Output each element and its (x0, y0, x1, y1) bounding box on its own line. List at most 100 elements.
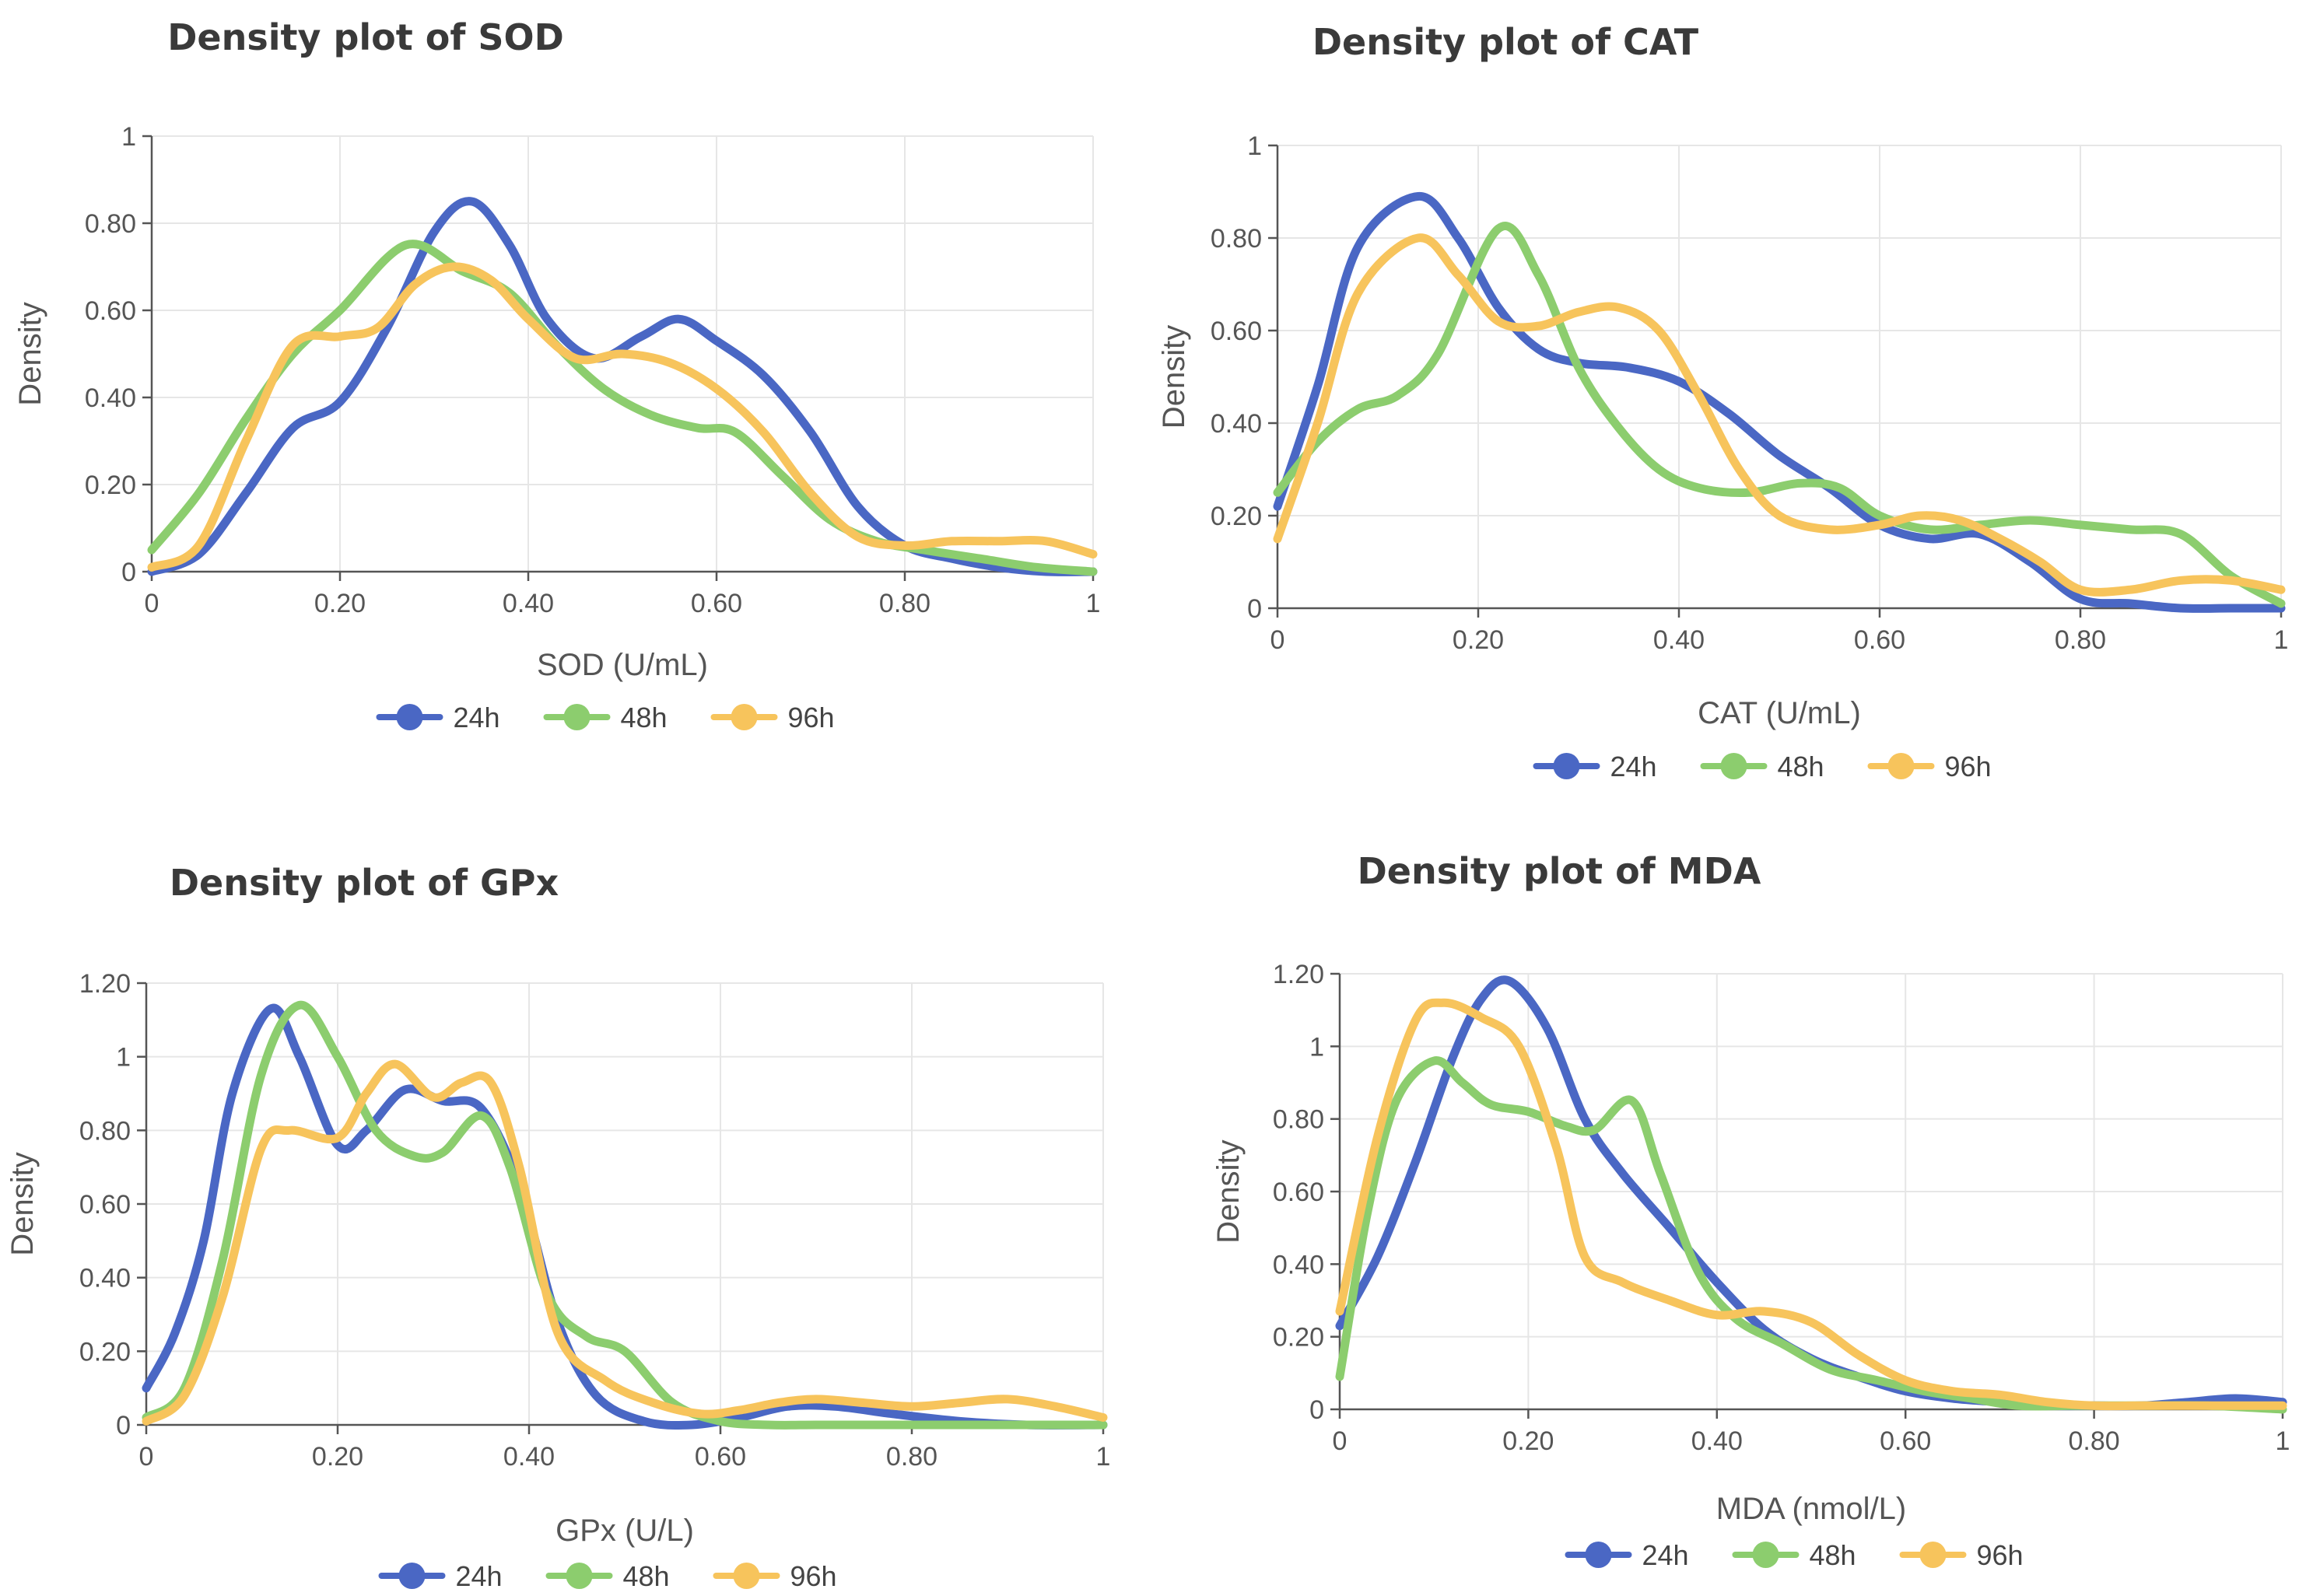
legend-label: 48h (621, 702, 668, 733)
legend-label: 96h (790, 1560, 837, 1592)
y-axis-title: Density (1211, 1139, 1246, 1243)
legend-item-24h[interactable]: 24h (378, 1560, 503, 1592)
x-tick-label: 0.40 (503, 589, 554, 618)
y-tick-label: 1 (1309, 1032, 1324, 1062)
y-tick-label: 0.80 (1273, 1105, 1324, 1135)
y-tick-label: 0.80 (79, 1116, 131, 1146)
x-tick-label: 0.40 (1653, 625, 1705, 655)
legend-item-96h[interactable]: 96h (1867, 751, 1992, 782)
x-tick-label: 1 (2276, 1426, 2290, 1456)
legend-item-48h[interactable]: 48h (1732, 1539, 1856, 1571)
x-tick-label: 1 (1096, 1442, 1111, 1472)
legend-label: 96h (788, 702, 835, 733)
y-axis-title: Density (1157, 325, 1191, 429)
legend-label: 24h (456, 1560, 503, 1592)
y-tick-label: 0.80 (1211, 224, 1262, 254)
legend-item-96h[interactable]: 96h (1899, 1539, 2024, 1571)
legend[interactable]: 24h 48h 96h (376, 702, 835, 733)
series-group (147, 197, 1098, 576)
legend-item-24h[interactable]: 24h (1565, 1539, 1689, 1571)
y-tick-label: 0 (1309, 1395, 1324, 1425)
legend-swatch-marker (396, 704, 423, 730)
chart-cat: Density plot of CAT 0 0.20 0.40 0.60 0.80 1 0 0.… (1157, 21, 2288, 782)
y-tick-label: 0.40 (85, 383, 136, 413)
series-line-24h (142, 1003, 1108, 1430)
x-tick-label: 0 (1270, 625, 1285, 655)
legend-swatch-marker (1752, 1542, 1779, 1568)
chart-title: Density plot of SOD (167, 16, 564, 58)
series-group (142, 1000, 1108, 1430)
x-tick-label: 0.80 (879, 589, 930, 618)
y-tick-label: 0.20 (1273, 1323, 1324, 1353)
chart-title: Density plot of MDA (1358, 850, 1761, 892)
legend-item-24h[interactable]: 24h (1533, 751, 1657, 782)
chart-title: Density plot of CAT (1312, 21, 1699, 63)
y-axis-title: Density (5, 1152, 40, 1255)
legend-label: 24h (1642, 1539, 1689, 1571)
legend-label: 96h (1977, 1539, 2024, 1571)
legend-item-24h[interactable]: 24h (376, 702, 500, 733)
legend-item-96h[interactable]: 96h (713, 1560, 837, 1592)
y-tick-label: 0.60 (85, 296, 136, 326)
x-tick-label: 0 (145, 589, 159, 618)
grid (1277, 145, 2282, 608)
series-line-96h (147, 262, 1098, 572)
x-tick-label: 0.80 (2055, 625, 2106, 655)
series-line-96h (142, 1059, 1108, 1426)
legend-swatch-marker (1720, 753, 1747, 779)
legend-item-48h[interactable]: 48h (543, 702, 668, 733)
x-tick-label: 0.20 (1453, 625, 1504, 655)
legend[interactable]: 24h 48h 96h (378, 1560, 837, 1592)
y-tick-label: 0 (121, 558, 136, 587)
legend-swatch-marker (398, 1563, 426, 1589)
x-axis-title: GPx (U/L) (555, 1514, 694, 1548)
y-tick-label: 0.80 (85, 209, 136, 239)
series-line-48h (142, 1000, 1108, 1430)
series-line-24h (147, 197, 1098, 576)
x-axis-title: SOD (U/mL) (537, 648, 708, 682)
grid (146, 982, 1104, 1425)
legend-label: 48h (1778, 751, 1824, 782)
series-line-24h (1273, 192, 2286, 613)
y-tick-label: 1.20 (1273, 960, 1324, 989)
chart-title: Density plot of GPx (170, 862, 559, 904)
y-tick-label: 1 (116, 1043, 131, 1073)
x-tick-label: 0.40 (1691, 1426, 1743, 1456)
x-tick-label: 0.20 (312, 1442, 363, 1472)
legend[interactable]: 24h 48h 96h (1565, 1539, 2024, 1571)
legend[interactable]: 24h 48h 96h (1533, 751, 1992, 782)
series-line-24h (1335, 975, 2287, 1411)
x-tick-label: 0.60 (695, 1442, 746, 1472)
y-tick-label: 0.40 (1211, 409, 1262, 439)
series-group (1273, 192, 2286, 613)
legend-swatch-marker (1585, 1542, 1612, 1568)
legend-item-48h[interactable]: 48h (1700, 751, 1824, 782)
x-tick-label: 0.20 (1502, 1426, 1554, 1456)
legend-label: 96h (1945, 751, 1992, 782)
series-line-96h (1335, 998, 2287, 1411)
chart-mda: Density plot of MDA 0 0.20 0.40 0.60 0.80 1 1.2… (1211, 850, 2290, 1571)
legend-swatch-marker (563, 704, 591, 730)
y-axis-title: Density (13, 302, 47, 405)
y-tick-label: 0.40 (79, 1264, 131, 1293)
legend-swatch-marker (566, 1563, 593, 1589)
series-group (1335, 975, 2287, 1414)
y-tick-label: 1.20 (79, 969, 131, 999)
y-tick-label: 0 (1247, 594, 1262, 624)
x-tick-label: 0.60 (1854, 625, 1905, 655)
x-tick-label: 0.40 (503, 1442, 555, 1472)
x-tick-label: 0.20 (314, 589, 366, 618)
y-tick-label: 0.60 (1211, 317, 1262, 346)
x-tick-label: 0 (139, 1442, 154, 1472)
y-tick-label: 0.60 (79, 1190, 131, 1220)
x-axis-title: CAT (U/mL) (1698, 696, 1861, 730)
legend-item-48h[interactable]: 48h (545, 1560, 670, 1592)
x-axis-title: MDA (nmol/L) (1716, 1492, 1907, 1526)
y-tick-label: 1 (121, 122, 136, 152)
x-tick-label: 0 (1333, 1426, 1348, 1456)
legend-item-96h[interactable]: 96h (710, 702, 835, 733)
y-tick-label: 0.60 (1273, 1178, 1324, 1207)
legend-swatch-marker (1919, 1542, 1947, 1568)
series-line-96h (1273, 233, 2286, 597)
legend-swatch-marker (733, 1563, 760, 1589)
